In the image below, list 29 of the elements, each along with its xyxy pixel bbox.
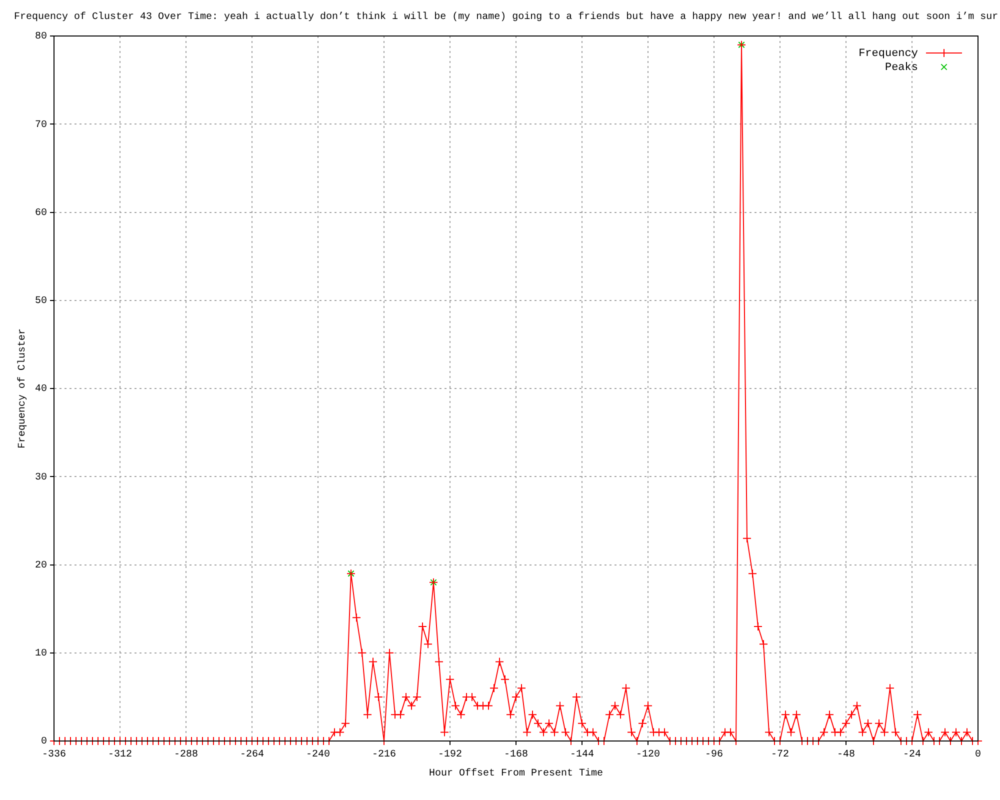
x-tick-label: -216	[372, 750, 396, 761]
y-tick-label: 80	[34, 32, 47, 43]
x-tick-label: -96	[704, 750, 724, 761]
x-tick-label: -240	[306, 750, 330, 761]
x-axis-title: Hour Offset From Present Time	[428, 768, 604, 780]
y-tick-label: 30	[34, 472, 47, 484]
x-tick-label: -120	[636, 750, 660, 761]
y-axis-title: Frequency of Cluster	[16, 328, 29, 449]
x-tick-label: -48	[836, 750, 856, 761]
y-tick-label: 70	[34, 120, 47, 131]
legend-label: Frequency	[858, 48, 918, 60]
y-tick-label: 50	[34, 296, 47, 308]
x-tick-label: -336	[42, 750, 66, 761]
y-tick-label: 40	[34, 384, 47, 396]
x-tick-label: -264	[240, 750, 264, 761]
x-tick-label: -168	[504, 750, 528, 761]
x-tick-label: -24	[902, 750, 922, 761]
y-tick-label: 60	[34, 208, 47, 219]
y-tick-label: 0	[40, 736, 47, 748]
x-tick-label: 0	[974, 750, 982, 761]
x-tick-label: -192	[438, 750, 462, 761]
legend-label: Peaks	[884, 62, 918, 74]
x-tick-label: -288	[174, 750, 198, 761]
x-tick-label: -144	[570, 750, 594, 761]
x-tick-label: -72	[770, 750, 790, 761]
y-tick-label: 10	[34, 648, 47, 660]
chart-title: Frequency of Cluster 43 Over Time: yeah i actually don’t think i will be (my name) going to a friends but have a happy new year! and we’ll all hang out soon i’m sur	[13, 10, 998, 25]
y-tick-label: 20	[34, 560, 47, 572]
x-tick-label: -312	[108, 750, 132, 761]
